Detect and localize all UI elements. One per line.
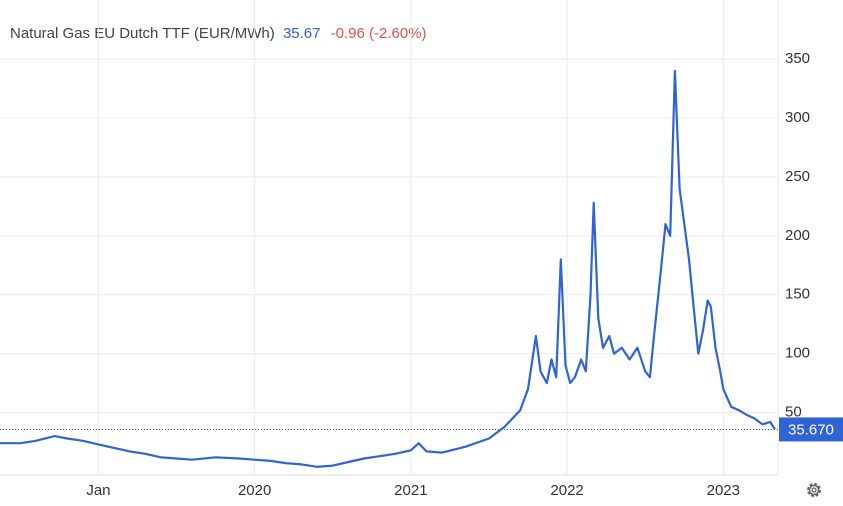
settings-icon[interactable] (807, 483, 821, 497)
y-tick-label: 100 (785, 345, 810, 362)
header: Natural Gas EU Dutch TTF (EUR/MWh) 35.67… (10, 25, 427, 42)
change: -0.96 (-2.60%) (331, 25, 427, 42)
x-tick-label: 2022 (550, 482, 583, 499)
y-tick-label: 300 (785, 109, 810, 126)
x-tick-label: 2021 (394, 482, 427, 499)
last-price-label: 35.670 (788, 421, 834, 438)
y-tick-label: 150 (785, 286, 810, 303)
price-line-series (0, 69, 776, 468)
y-tick-label: 200 (785, 227, 810, 244)
x-tick-label: 2023 (707, 482, 740, 499)
last-price-box (779, 417, 843, 442)
price: 35.67 (283, 25, 321, 42)
y-tick-label: 50 (785, 404, 802, 421)
y-tick-label: 250 (785, 168, 810, 185)
x-tick-label: 2020 (238, 482, 271, 499)
y-tick-label: 350 (785, 50, 810, 67)
instrument-title: Natural Gas EU Dutch TTF (EUR/MWh) (10, 25, 275, 42)
x-tick-label: Jan (86, 482, 110, 499)
